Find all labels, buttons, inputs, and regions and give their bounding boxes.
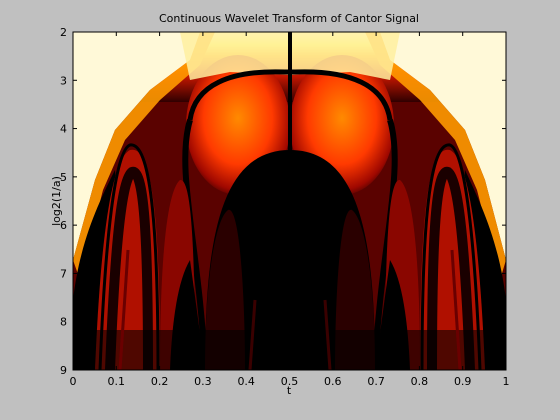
x-tick-label: 1 xyxy=(503,375,510,388)
x-axis-label: t xyxy=(287,384,292,397)
chart-title: Continuous Wavelet Transform of Cantor S… xyxy=(159,12,419,25)
x-tick-label: 0.7 xyxy=(367,375,385,388)
y-tick-label: 3 xyxy=(60,74,67,87)
x-tick-label: 0.9 xyxy=(454,375,472,388)
y-tick-label: 7 xyxy=(60,267,67,280)
x-tick-label: 0.1 xyxy=(108,375,126,388)
x-tick-label: 0.6 xyxy=(324,375,342,388)
y-axis-label: log2(1/a) xyxy=(50,176,63,226)
x-axis: 0 0.1 0.2 0.3 0.4 0.5 0.6 0.7 0.8 0.9 1 xyxy=(70,32,510,388)
x-tick-label: 0.4 xyxy=(237,375,255,388)
y-axis: 2 3 4 5 6 7 8 9 xyxy=(60,26,506,377)
y-tick-label: 8 xyxy=(60,316,67,329)
heatmap-image xyxy=(73,32,506,370)
x-tick-label: 0.2 xyxy=(151,375,169,388)
y-tick-label: 6 xyxy=(60,219,67,232)
y-tick-label: 5 xyxy=(60,171,67,184)
y-tick-label: 2 xyxy=(60,26,67,39)
x-tick-label: 0.3 xyxy=(194,375,212,388)
x-tick-label: 0.8 xyxy=(411,375,429,388)
y-tick-label: 4 xyxy=(60,123,67,136)
x-tick-label: 0.5 xyxy=(281,375,299,388)
x-tick-label: 0 xyxy=(70,375,77,388)
y-tick-label: 9 xyxy=(60,364,67,377)
